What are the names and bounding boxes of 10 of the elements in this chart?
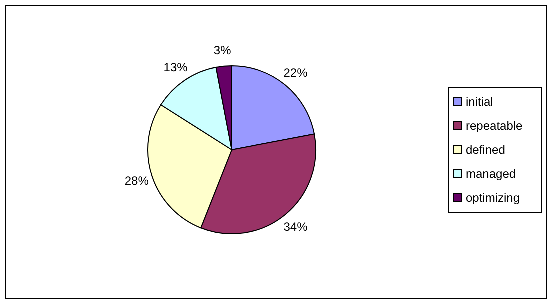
legend-label: defined — [466, 143, 506, 157]
data-label: 13% — [164, 60, 188, 74]
data-label: 3% — [214, 43, 232, 58]
legend-label: repeatable — [466, 119, 524, 133]
data-label: 28% — [124, 174, 150, 188]
data-label: 34% — [284, 220, 308, 234]
legend-label: initial — [466, 95, 494, 109]
legend-label: optimizing — [466, 191, 520, 205]
legend-label: managed — [466, 167, 516, 181]
data-label: 22% — [284, 66, 308, 80]
